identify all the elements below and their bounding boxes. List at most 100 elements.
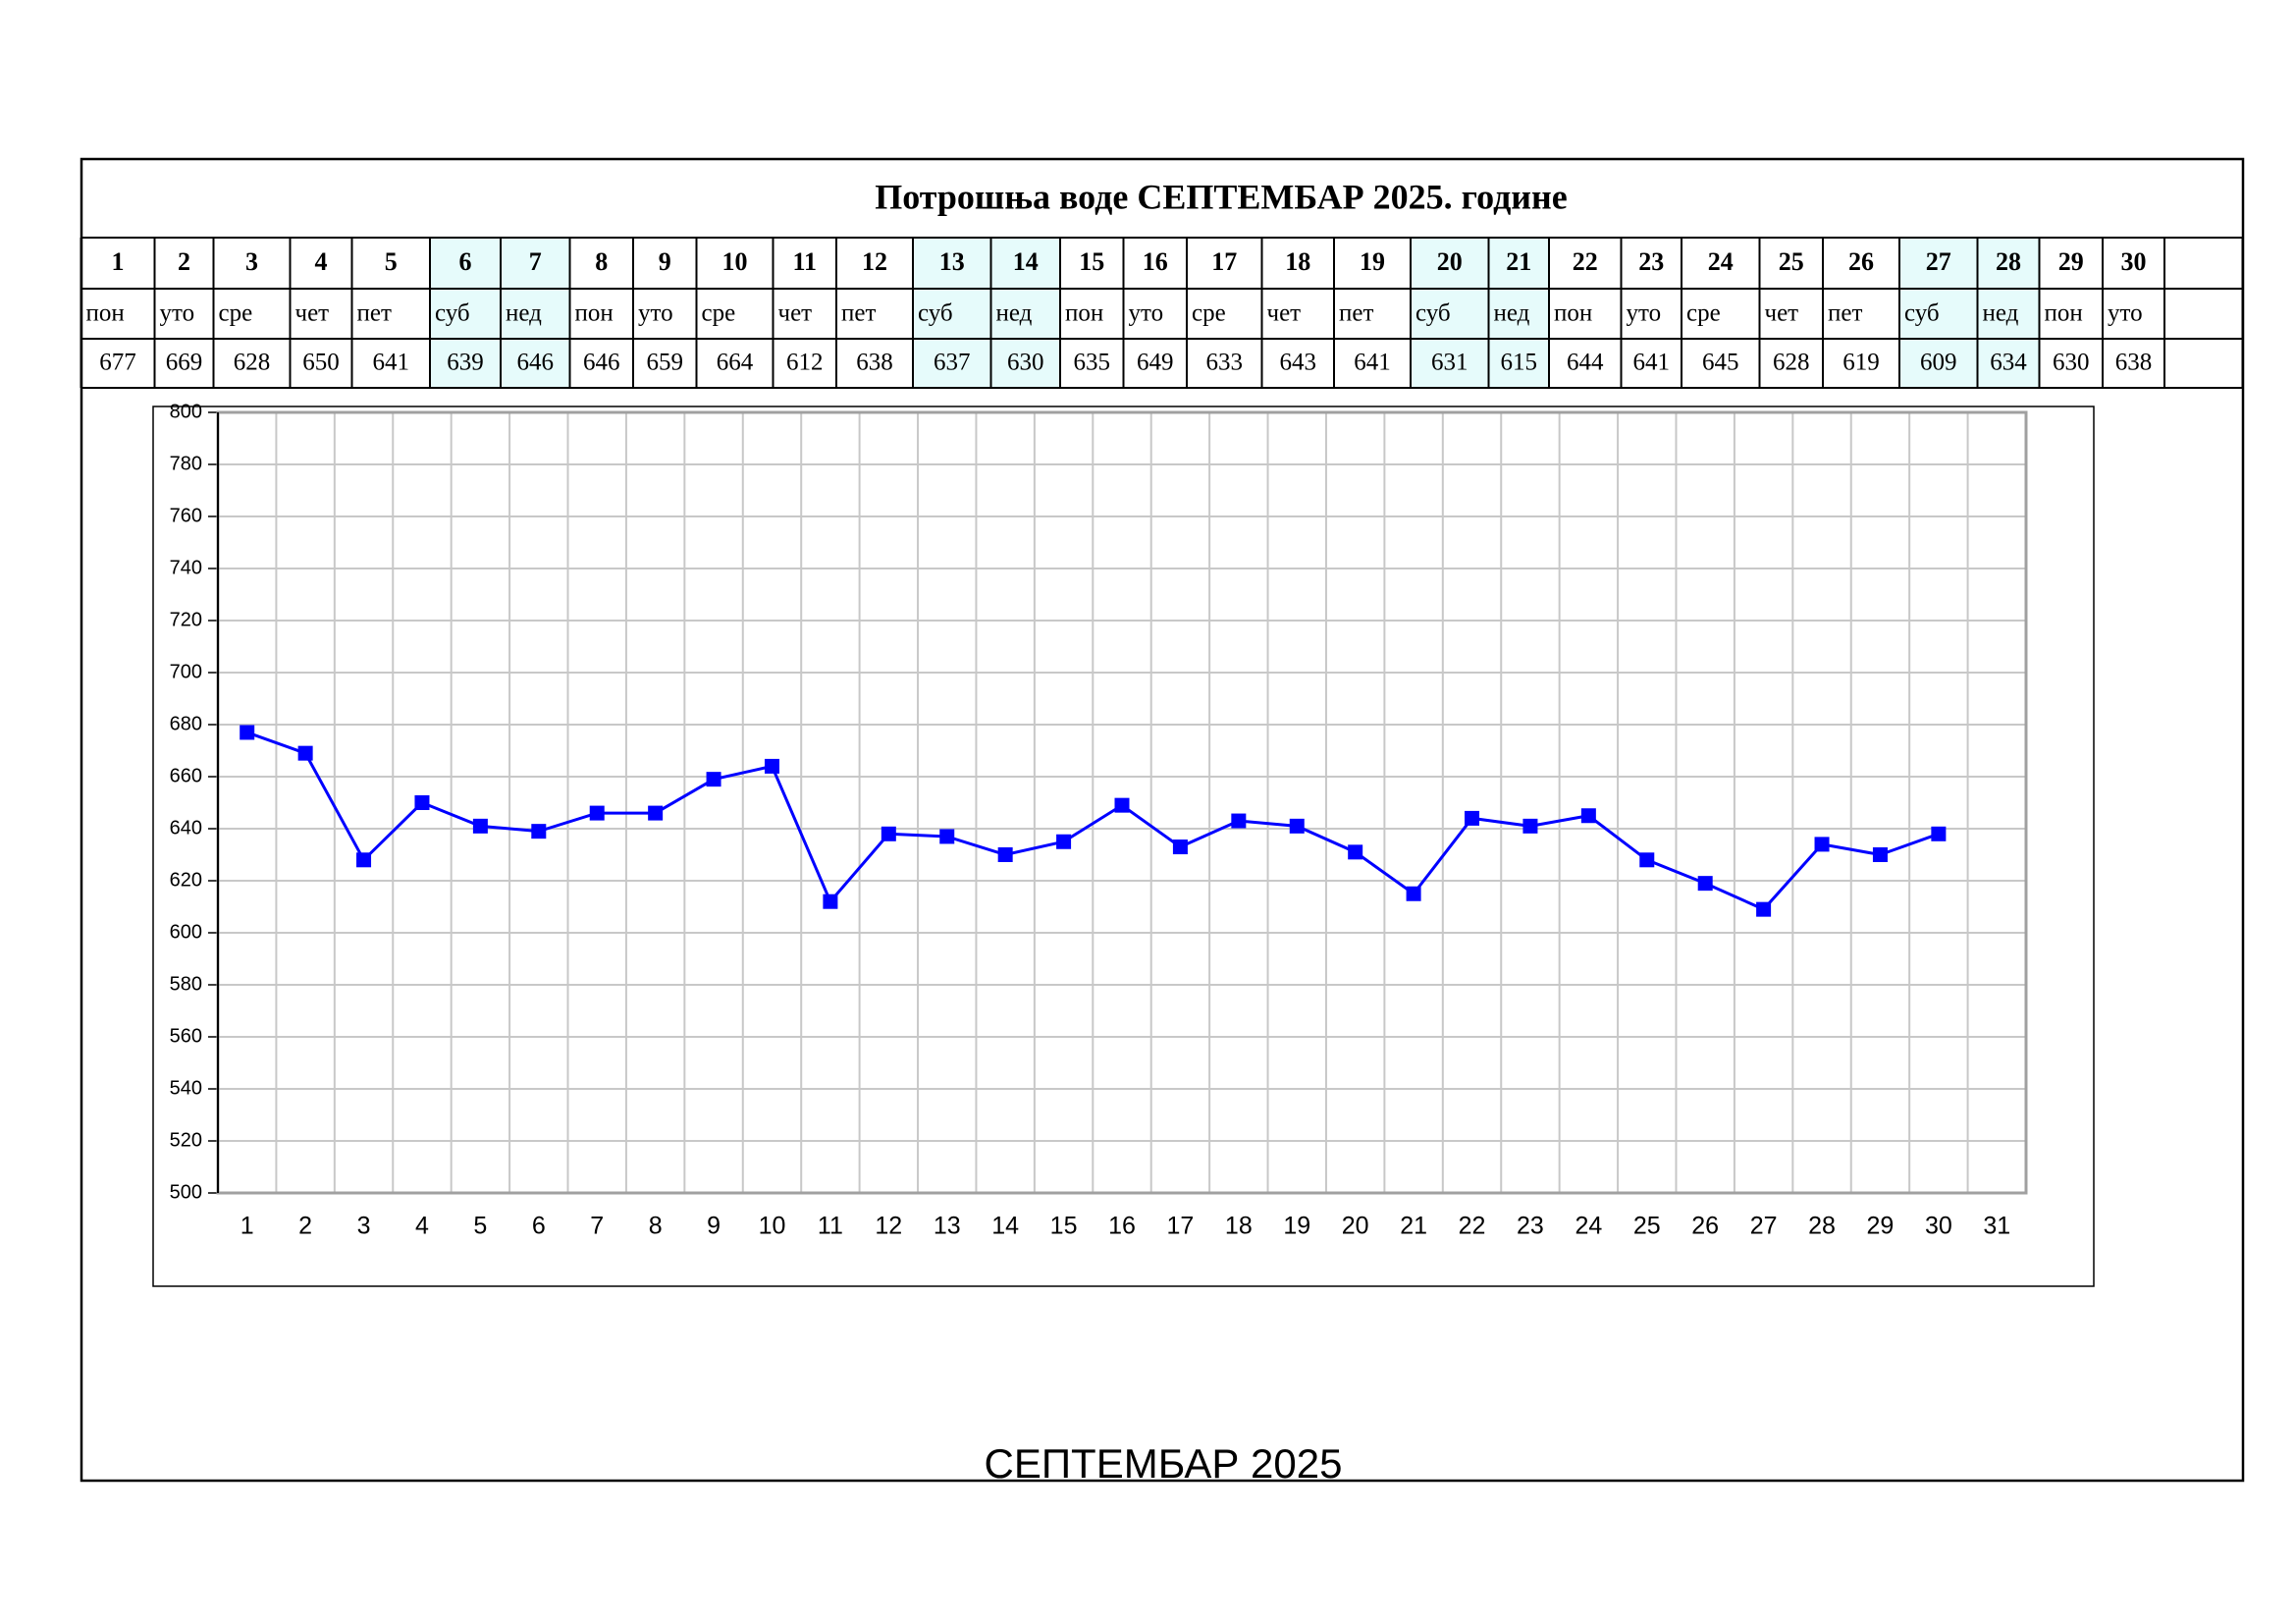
x-tick-label: 16 bbox=[1108, 1213, 1136, 1240]
day-number: 20 bbox=[1437, 247, 1463, 276]
x-tick-label: 5 bbox=[473, 1213, 487, 1240]
weekday: пон bbox=[1065, 300, 1103, 327]
marker bbox=[1406, 886, 1421, 901]
x-tick-label: 2 bbox=[298, 1213, 312, 1240]
table-value: 628 bbox=[234, 350, 271, 376]
marker bbox=[997, 847, 1013, 862]
y-tick-label: 800 bbox=[170, 401, 202, 422]
day-number: 18 bbox=[1285, 247, 1310, 276]
y-tick-label: 740 bbox=[170, 557, 202, 578]
table-value: 641 bbox=[1633, 350, 1671, 376]
marker bbox=[881, 826, 896, 841]
x-tick-label: 29 bbox=[1867, 1213, 1895, 1240]
table-value: 649 bbox=[1137, 350, 1174, 376]
weekday: уто bbox=[160, 300, 195, 327]
x-tick-label: 7 bbox=[590, 1213, 604, 1240]
y-tick-label: 600 bbox=[170, 921, 202, 943]
marker bbox=[1639, 852, 1655, 868]
weekday: пон bbox=[86, 300, 125, 327]
x-tick-label: 17 bbox=[1167, 1213, 1195, 1240]
y-tick-label: 720 bbox=[170, 609, 202, 630]
y-tick-label: 660 bbox=[170, 765, 202, 786]
marker bbox=[648, 805, 664, 821]
weekday: нед bbox=[996, 300, 1033, 327]
marker bbox=[589, 805, 605, 821]
weekday: пон bbox=[2045, 300, 2083, 327]
marker bbox=[1289, 818, 1305, 834]
day-number: 11 bbox=[792, 247, 817, 276]
marker bbox=[1931, 826, 1947, 841]
day-number: 22 bbox=[1573, 247, 1598, 276]
table-value: 638 bbox=[2115, 350, 2153, 376]
y-tick-label: 700 bbox=[170, 661, 202, 682]
table-value: 639 bbox=[447, 350, 484, 376]
marker bbox=[764, 758, 779, 774]
y-tick-label: 760 bbox=[170, 505, 202, 526]
table-value: 637 bbox=[934, 350, 971, 376]
day-number: 30 bbox=[2121, 247, 2147, 276]
x-tick-label: 12 bbox=[875, 1213, 902, 1240]
table-value: 631 bbox=[1431, 350, 1468, 376]
weekday: пон bbox=[575, 300, 614, 327]
weekday: уто bbox=[1129, 300, 1164, 327]
day-number: 2 bbox=[178, 247, 190, 276]
day-number: 10 bbox=[722, 247, 748, 276]
table-value: 643 bbox=[1280, 350, 1317, 376]
marker bbox=[472, 818, 488, 834]
weekday: сре bbox=[1192, 300, 1226, 327]
weekday: сре bbox=[1686, 300, 1721, 327]
day-number: 23 bbox=[1638, 247, 1664, 276]
marker bbox=[706, 772, 721, 787]
weekday: пон bbox=[1554, 300, 1592, 327]
x-tick-label: 24 bbox=[1575, 1213, 1602, 1240]
x-tick-label: 14 bbox=[991, 1213, 1019, 1240]
day-number: 12 bbox=[862, 247, 887, 276]
weekday: нед bbox=[1494, 300, 1530, 327]
day-number: 14 bbox=[1013, 247, 1039, 276]
day-number: 19 bbox=[1360, 247, 1385, 276]
weekday: нед bbox=[1983, 300, 2019, 327]
x-tick-label: 28 bbox=[1808, 1213, 1836, 1240]
day-number: 8 bbox=[595, 247, 608, 276]
table-value: 619 bbox=[1842, 350, 1880, 376]
table-value: 630 bbox=[1007, 350, 1044, 376]
weekday: пет bbox=[357, 300, 392, 327]
y-tick-label: 780 bbox=[170, 453, 202, 474]
day-number: 3 bbox=[245, 247, 258, 276]
y-tick-label: 560 bbox=[170, 1025, 202, 1047]
marker bbox=[939, 829, 955, 844]
plot: 5005205405605806006206406606807007207407… bbox=[170, 401, 2028, 1240]
x-tick-label: 9 bbox=[707, 1213, 721, 1240]
marker bbox=[1114, 797, 1130, 813]
weekend-cell bbox=[1977, 238, 2040, 388]
weekday: сре bbox=[219, 300, 253, 327]
x-tick-label: 25 bbox=[1633, 1213, 1661, 1240]
x-tick-label: 18 bbox=[1225, 1213, 1253, 1240]
day-number: 6 bbox=[459, 247, 472, 276]
weekday: суб bbox=[1904, 300, 1940, 327]
x-tick-label: 13 bbox=[934, 1213, 961, 1240]
weekday: суб bbox=[918, 300, 953, 327]
bottom-caption: СЕПТЕМБАР 2025 bbox=[985, 1440, 1343, 1487]
x-tick-label: 11 bbox=[818, 1213, 843, 1240]
table-value: 646 bbox=[583, 350, 620, 376]
day-number: 24 bbox=[1708, 247, 1734, 276]
x-tick-label: 22 bbox=[1459, 1213, 1486, 1240]
marker bbox=[414, 795, 430, 810]
x-tick-label: 23 bbox=[1517, 1213, 1544, 1240]
table-value: 664 bbox=[717, 350, 754, 376]
table-value: 645 bbox=[1702, 350, 1739, 376]
weekday: пет bbox=[841, 300, 876, 327]
weekday: чет bbox=[295, 300, 330, 327]
y-tick-label: 680 bbox=[170, 713, 202, 734]
marker bbox=[1580, 808, 1596, 824]
chart-title: Потрошња воде СЕПТЕМБАР 2025. године bbox=[875, 177, 1568, 216]
table-value: 612 bbox=[786, 350, 824, 376]
y-tick-label: 500 bbox=[170, 1181, 202, 1203]
x-tick-label: 31 bbox=[1983, 1213, 2010, 1240]
x-tick-label: 3 bbox=[357, 1213, 371, 1240]
y-tick-label: 540 bbox=[170, 1077, 202, 1099]
day-number: 16 bbox=[1143, 247, 1168, 276]
day-number: 7 bbox=[529, 247, 542, 276]
